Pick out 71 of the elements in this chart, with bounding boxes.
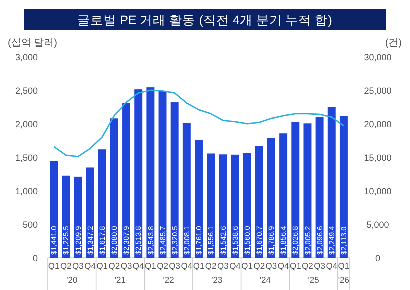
x-tick-label: Q1 [338, 261, 350, 271]
y-axis-title: (십억 달러) [8, 38, 58, 49]
x-tick-label: Q4 [132, 261, 145, 271]
y2-tick-label: 25,000 [364, 86, 392, 96]
y-tick-label: 1,500 [15, 153, 38, 163]
x-tick-label: Q4 [84, 261, 96, 271]
x-tick-label: Q1 [242, 261, 254, 271]
x-tick-label: Q3 [72, 261, 84, 271]
x-tick-label: Q2 [108, 261, 120, 271]
bar [207, 154, 216, 258]
x-tick-label: Q3 [266, 261, 278, 271]
x-tick-label: Q2 [157, 261, 169, 271]
x-tick-label: Q4 [181, 261, 193, 271]
y2-tick-label: 10,000 [364, 186, 392, 196]
bar [292, 122, 300, 258]
text: '24 [260, 275, 272, 285]
x-tick-label: Q1 [145, 261, 157, 271]
x-tick-label: Q1 [48, 261, 60, 271]
bar [304, 124, 312, 258]
x-tick-label: Q3 [217, 261, 230, 271]
y-tick-label: 0 [32, 254, 38, 264]
y2-tick-label: 15,000 [364, 153, 392, 163]
text: '23 [212, 275, 223, 285]
x-tick-label: Q3 [314, 261, 326, 271]
y2-tick-label: 20,000 [364, 120, 392, 130]
x-tick-label: Q1 [290, 261, 302, 271]
x-tick-label: Q2 [302, 261, 314, 271]
text: '26 [338, 275, 350, 285]
bar [182, 123, 191, 258]
bar [340, 116, 348, 258]
y-tick-label: 3,000 [15, 52, 38, 62]
x-tick-label: Q2 [254, 261, 266, 271]
x-tick-label: Q1 [193, 261, 205, 271]
bar [243, 153, 252, 258]
y-tick-label: 500 [22, 220, 38, 230]
x-tick-label: Q4 [230, 261, 242, 271]
x-tick-label: Q2 [205, 261, 218, 271]
text: '25 [308, 275, 320, 285]
bar [146, 88, 155, 258]
bar [316, 118, 324, 258]
bar [50, 161, 58, 258]
y2-axis-title: (건) [385, 38, 402, 49]
bar [86, 168, 94, 258]
y2-tick-label: 30,000 [364, 52, 392, 62]
text: '22 [163, 275, 175, 285]
line-series [53, 90, 345, 158]
x-tick-label: Q2 [60, 261, 72, 271]
y-tick-label: 1,000 [15, 186, 38, 196]
bar [195, 140, 203, 258]
x-tick-label: Q1 [96, 261, 108, 271]
y-tick-label: 2,000 [15, 120, 38, 130]
bar [98, 150, 106, 258]
text: '21 [114, 275, 126, 285]
x-tick-label: Q4 [326, 261, 338, 271]
x-tick-label: Q4 [278, 261, 290, 271]
bar [267, 138, 276, 258]
text: '20 [66, 275, 78, 285]
chart-title: 글로벌 PE 거래 활동 (직전 4개 분기 누적 합) [78, 14, 332, 28]
bar [170, 102, 179, 258]
bar [122, 103, 131, 258]
bar [280, 134, 288, 258]
y-tick-label: 2,500 [15, 86, 38, 96]
bar [255, 146, 264, 258]
bar [219, 154, 228, 258]
bar [134, 90, 143, 258]
bar [328, 107, 336, 258]
x-tick-label: Q3 [169, 261, 181, 271]
bar [110, 118, 118, 258]
y2-tick-label: 0 [375, 254, 381, 264]
y2-tick-label: 5,000 [366, 220, 390, 230]
x-tick-label: Q3 [120, 261, 132, 271]
